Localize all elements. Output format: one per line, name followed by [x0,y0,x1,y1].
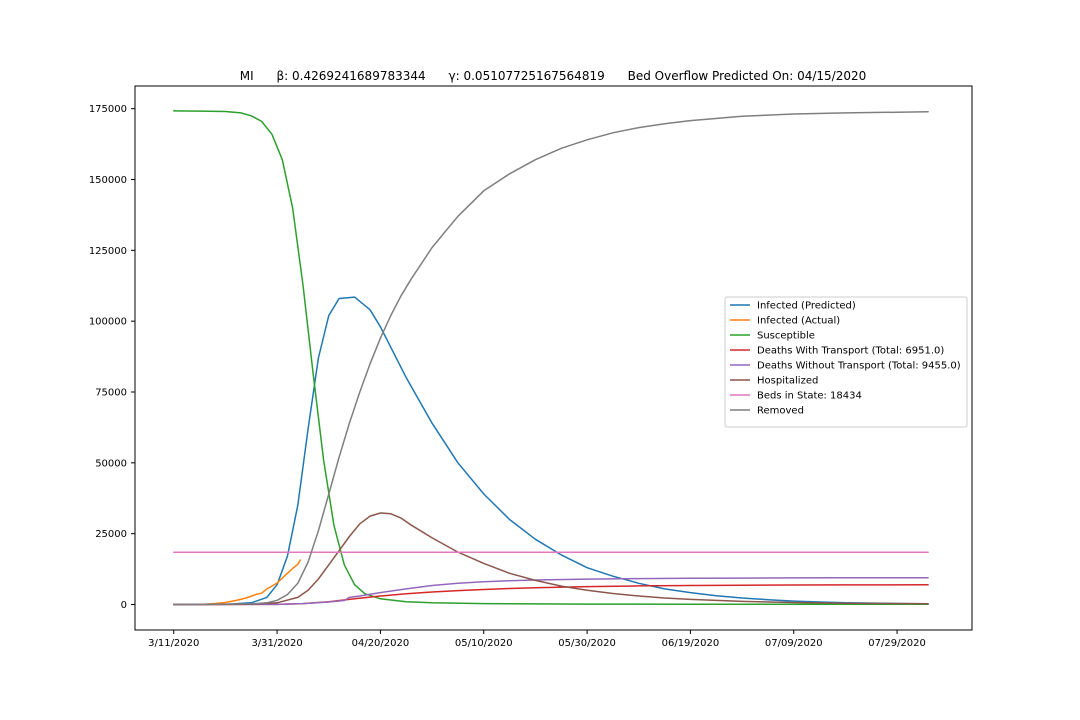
legend-label-2: Susceptible [757,331,815,342]
y-tick-label-7: 175000 [89,104,127,115]
x-tick-label-3: 05/10/2020 [455,638,513,649]
legend-label-7: Removed [757,406,804,417]
legend-label-4: Deaths Without Transport (Total: 9455.0) [757,361,961,372]
x-tick-label-0: 3/11/2020 [148,638,199,649]
y-tick-label-4: 100000 [89,317,127,328]
chart-title: MI β: 0.4269241689783344 γ: 0.0510772516… [240,69,867,83]
legend-label-5: Hospitalized [757,376,818,387]
y-tick-label-2: 50000 [95,458,127,469]
y-tick-label-0: 0 [121,600,127,611]
x-tick-label-2: 04/20/2020 [352,638,410,649]
legend-label-1: Infected (Actual) [757,316,840,327]
x-tick-label-5: 06/19/2020 [662,638,720,649]
x-tick-label-1: 3/31/2020 [251,638,302,649]
x-tick-label-4: 05/30/2020 [558,638,616,649]
legend: Infected (Predicted) Infected (Actual) Sus… [725,297,967,427]
y-tick-label-3: 75000 [95,388,127,399]
legend-label-6: Beds in State: 18434 [757,391,862,402]
x-tick-label-6: 07/09/2020 [765,638,823,649]
y-tick-label-5: 125000 [89,246,127,257]
legend-label-3: Deaths With Transport (Total: 6951.0) [757,346,944,357]
legend-label-0: Infected (Predicted) [757,301,856,312]
x-tick-label-7: 07/29/2020 [868,638,926,649]
y-tick-label-1: 25000 [95,529,127,540]
y-tick-label-6: 150000 [89,175,127,186]
